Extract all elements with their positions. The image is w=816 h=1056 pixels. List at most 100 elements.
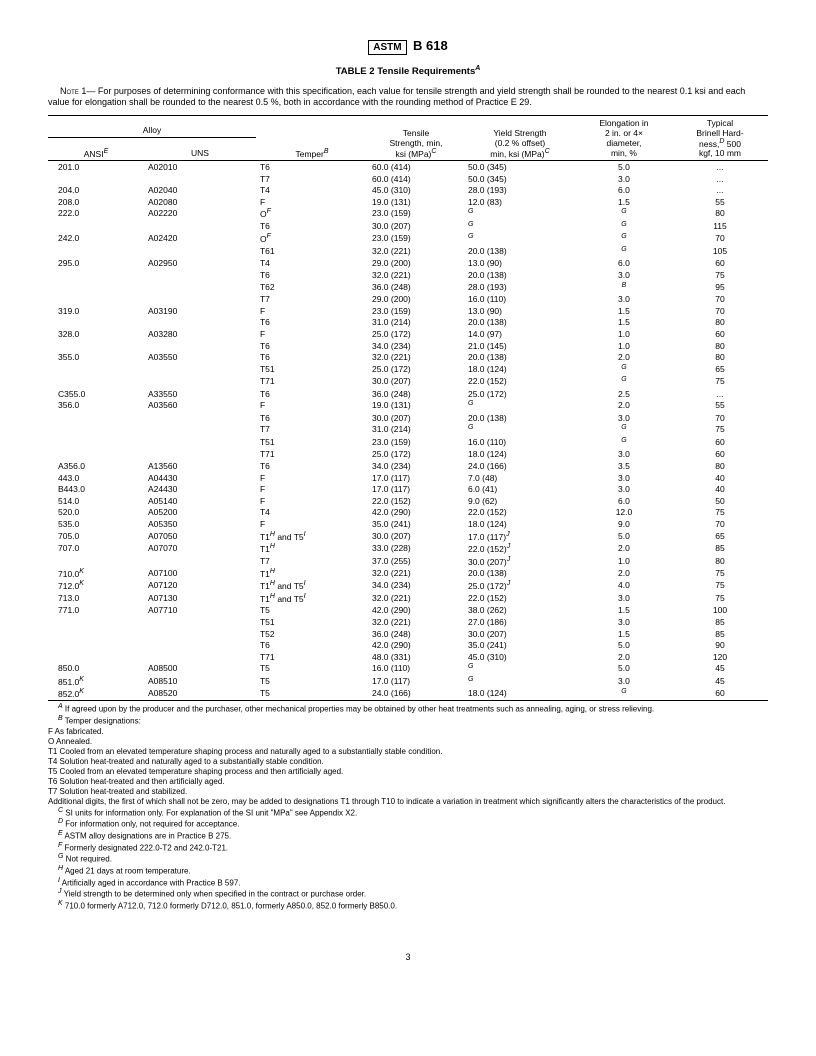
table-cell: 70 xyxy=(672,233,768,245)
table-cell: 1.5 xyxy=(576,317,672,329)
table-cell xyxy=(144,436,256,448)
table-cell: 771.0 xyxy=(48,605,144,617)
table-cell: 1.5 xyxy=(576,605,672,617)
table-cell xyxy=(144,269,256,281)
table-row: T642.0 (290)35.0 (241)5.090 xyxy=(48,640,768,652)
table-cell: 70 xyxy=(672,305,768,317)
table-cell: 707.0 xyxy=(48,543,144,555)
table-cell: ... xyxy=(672,388,768,400)
table-cell: 75 xyxy=(672,568,768,580)
table-cell: A02080 xyxy=(144,196,256,208)
table-cell: 85 xyxy=(672,616,768,628)
table-cell: 42.0 (290) xyxy=(368,640,464,652)
table-cell: 24.0 (166) xyxy=(464,460,576,472)
table-cell: A08500 xyxy=(144,663,256,675)
table-cell: A33550 xyxy=(144,388,256,400)
table-cell: 242.0 xyxy=(48,233,144,245)
table-cell: B xyxy=(576,281,672,293)
table-cell xyxy=(144,340,256,352)
table-cell: 22.0 (152) xyxy=(368,495,464,507)
table-cell: T4 xyxy=(256,185,368,197)
table-cell: 30.0 (207)J xyxy=(464,555,576,567)
table-cell: 20.0 (138) xyxy=(464,412,576,424)
table-cell: 29.0 (200) xyxy=(368,294,464,306)
table-row: T5236.0 (248)30.0 (207)1.585 xyxy=(48,628,768,640)
table-cell: 1.0 xyxy=(576,328,672,340)
table-cell: 13.0 (90) xyxy=(464,305,576,317)
table-cell: A02010 xyxy=(144,161,256,173)
table-row: T632.0 (221)20.0 (138)3.075 xyxy=(48,269,768,281)
table-cell xyxy=(144,220,256,232)
table-cell: A07050 xyxy=(144,530,256,542)
table-cell: T6 xyxy=(256,388,368,400)
table-cell: F xyxy=(256,328,368,340)
table-cell xyxy=(48,555,144,567)
table-cell: G xyxy=(464,208,576,220)
footnote: B Temper designations: xyxy=(48,715,768,727)
page-number: 3 xyxy=(48,952,768,962)
table-cell: A02040 xyxy=(144,185,256,197)
table-cell: 48.0 (331) xyxy=(368,651,464,663)
table-cell: 1.5 xyxy=(576,628,672,640)
table-cell: T6 xyxy=(256,412,368,424)
table-cell: G xyxy=(576,436,672,448)
table-cell: 204.0 xyxy=(48,185,144,197)
table-row: T729.0 (200)16.0 (110)3.070 xyxy=(48,294,768,306)
table-cell: 36.0 (248) xyxy=(368,628,464,640)
table-cell: 33.0 (228) xyxy=(368,543,464,555)
table-cell: 32.0 (221) xyxy=(368,568,464,580)
table-cell: 20.0 (138) xyxy=(464,568,576,580)
table-cell: 17.0 (117)J xyxy=(464,530,576,542)
table-cell: 29.0 (200) xyxy=(368,258,464,270)
col-brinell: TypicalBrinell Hard-ness,D 500kgf, 10 mm xyxy=(672,115,768,161)
table-cell xyxy=(144,616,256,628)
table-cell xyxy=(144,281,256,293)
table-cell: G xyxy=(464,424,576,436)
table-cell: G xyxy=(576,363,672,375)
table-cell: G xyxy=(464,400,576,412)
table-cell: OF xyxy=(256,233,368,245)
table-cell: 514.0 xyxy=(48,495,144,507)
table-cell: A03280 xyxy=(144,328,256,340)
table-cell: 50.0 (345) xyxy=(464,173,576,185)
table-cell: 3.5 xyxy=(576,460,672,472)
table-cell: 535.0 xyxy=(48,519,144,531)
table-cell: 705.0 xyxy=(48,530,144,542)
table-cell: 30.0 (207) xyxy=(368,376,464,388)
table-row: 328.0A03280F25.0 (172)14.0 (97)1.060 xyxy=(48,328,768,340)
footnote: F Formerly designated 222.0-T2 and 242.0… xyxy=(48,842,768,854)
table-cell: 65 xyxy=(672,363,768,375)
table-row: T737.0 (255)30.0 (207)J1.080 xyxy=(48,555,768,567)
table-cell: 16.0 (110) xyxy=(464,436,576,448)
table-cell: T7 xyxy=(256,555,368,567)
table-row: T631.0 (214)20.0 (138)1.580 xyxy=(48,317,768,329)
table-cell: 80 xyxy=(672,555,768,567)
footnote: A If agreed upon by the producer and the… xyxy=(48,703,768,715)
table-cell: G xyxy=(576,688,672,701)
table-cell: 5.0 xyxy=(576,640,672,652)
table-cell: 6.0 xyxy=(576,495,672,507)
table-cell: F xyxy=(256,484,368,496)
table-cell: A02220 xyxy=(144,208,256,220)
table-row: 319.0A03190F23.0 (159)13.0 (90)1.570 xyxy=(48,305,768,317)
table-cell: 3.0 xyxy=(576,449,672,461)
table-cell: 28.0 (193) xyxy=(464,281,576,293)
table-cell: A02950 xyxy=(144,258,256,270)
table-cell: 852.0K xyxy=(48,688,144,701)
table-row: 356.0A03560F19.0 (131)G2.055 xyxy=(48,400,768,412)
table-cell: 22.0 (152)J xyxy=(464,543,576,555)
table-cell: 328.0 xyxy=(48,328,144,340)
table-cell: 3.0 xyxy=(576,269,672,281)
table-cell: 40 xyxy=(672,484,768,496)
table-cell: 75 xyxy=(672,592,768,604)
table-cell: 50 xyxy=(672,495,768,507)
table-row: 850.0A08500T516.0 (110)G5.045 xyxy=(48,663,768,675)
table-cell: 2.0 xyxy=(576,651,672,663)
table-cell: 6.0 (41) xyxy=(464,484,576,496)
table-cell: 60 xyxy=(672,328,768,340)
col-alloy: Alloy xyxy=(48,115,256,137)
table-cell: 17.0 (117) xyxy=(368,675,464,687)
table-cell: 23.0 (159) xyxy=(368,233,464,245)
table-row: T7130.0 (207)22.0 (152)G75 xyxy=(48,376,768,388)
table-row: T7125.0 (172)18.0 (124)3.060 xyxy=(48,449,768,461)
